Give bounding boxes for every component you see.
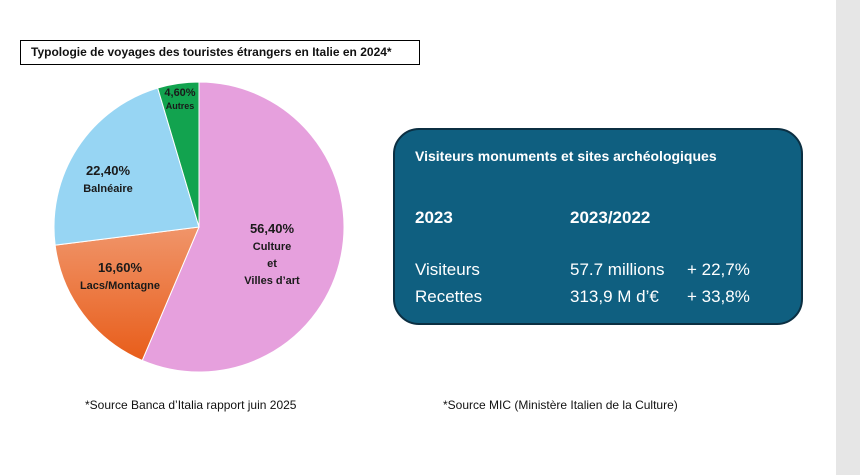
stats-panel: Visiteurs monuments et sites archéologiq… [393,128,803,325]
stats-row-change: + 22,7% [687,260,750,279]
slice-lacs-montagne [54,226,200,362]
pie-label-culture: 56,40% Culture et Villes d’art [244,221,300,287]
right-edge-strip [836,0,860,475]
stats-row-label: Visiteurs [415,260,480,279]
pie-label-balneaire: 22,40% Balnéaire [83,163,133,195]
pie-label-autres: 4,60% Autres [164,87,195,111]
stats-row-value: 313,9 M d’€ [570,287,659,306]
stats-row-label: Recettes [415,287,483,306]
pie-chart: 56,40% Culture et Villes d’art 16,60% Lacs/Mo… [53,81,345,373]
slice-autres [157,81,200,228]
pie-label-lacs-montagne: 16,60% Lacs/Montagne [80,260,160,292]
stats-source-note: *Source MIC (Ministère Italien de la Cul… [443,398,678,412]
chart-source-note: *Source Banca d’Italia rapport juin 2025 [85,398,297,412]
stats-row-value: 57.7 millions [570,260,665,279]
slice-culture [141,81,345,373]
chart-title: Typologie de voyages des touristes étran… [20,40,420,65]
slice-balneaire [53,87,200,246]
stats-header-year: 2023 [415,208,453,227]
stats-title: Visiteurs monuments et sites archéologiq… [415,148,717,164]
stats-row-change: + 33,8% [687,287,750,306]
stats-header-change: 2023/2022 [570,208,651,227]
